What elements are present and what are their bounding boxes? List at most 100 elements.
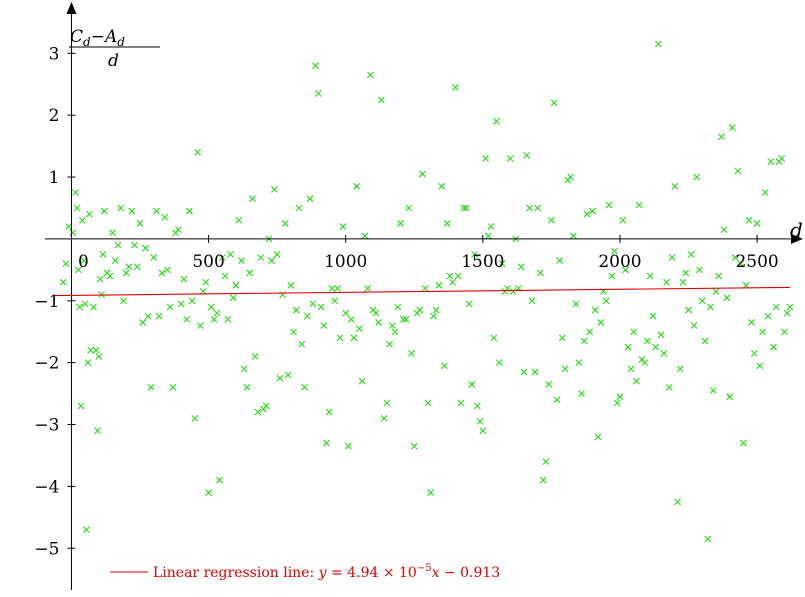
data-point: [83, 526, 90, 534]
data-point: [506, 155, 514, 162]
data-point: [328, 285, 336, 292]
data-point: [767, 158, 775, 165]
data-point: [419, 170, 426, 178]
data-point: [213, 309, 221, 317]
data-point: [720, 226, 728, 234]
data-point: [87, 346, 95, 354]
data-point: [320, 322, 328, 329]
data-point: [109, 229, 116, 237]
x-axis-label: d: [790, 218, 803, 242]
data-point: [397, 220, 404, 227]
data-point: [753, 220, 761, 227]
y-axis-label: Cd−Ad d: [69, 27, 160, 71]
data-point: [164, 266, 171, 274]
data-point: [479, 427, 487, 435]
legend-tail: − 0.913: [439, 565, 500, 581]
data-point: [715, 272, 723, 280]
data-point: [408, 349, 415, 357]
data-point: [580, 337, 588, 345]
data-point: [652, 343, 660, 351]
data-point: [569, 232, 577, 240]
data-point: [460, 204, 468, 212]
data-point: [114, 241, 122, 249]
data-point: [759, 328, 766, 336]
data-point: [295, 204, 303, 212]
data-point: [339, 223, 347, 230]
data-point: [312, 62, 319, 70]
data-point: [676, 365, 684, 373]
data-point: [608, 272, 616, 280]
data-point: [556, 257, 564, 264]
data-point: [575, 359, 583, 367]
data-point: [388, 322, 396, 329]
data-point: [183, 315, 191, 323]
data-point: [405, 204, 413, 212]
data-point: [421, 285, 429, 292]
data-point: [399, 315, 407, 323]
data-point: [605, 201, 613, 209]
data-point: [550, 99, 558, 107]
legend-x: x: [432, 565, 440, 581]
data-point: [80, 257, 88, 264]
data-point: [671, 182, 679, 190]
data-point: [482, 155, 489, 162]
legend-eq: = 4.94 × 10: [327, 565, 417, 581]
data-point: [383, 399, 391, 407]
x-tick-label: 2500: [735, 252, 778, 272]
y-tick-label: −2: [34, 354, 59, 374]
data-point: [175, 226, 182, 234]
data-point: [523, 152, 531, 159]
data-point: [723, 294, 731, 302]
data-point: [462, 204, 470, 212]
data-point: [473, 402, 481, 410]
data-point: [77, 402, 85, 410]
data-point: [707, 303, 714, 311]
data-point: [726, 393, 734, 401]
data-point: [180, 275, 188, 283]
data-point: [202, 278, 210, 286]
data-point: [76, 303, 84, 311]
y-label-denominator: d: [108, 51, 119, 71]
data-point: [756, 362, 764, 370]
data-point: [435, 281, 443, 289]
data-point: [449, 278, 457, 286]
data-point: [682, 269, 690, 277]
data-point: [240, 365, 248, 373]
data-point: [158, 269, 166, 277]
data-point: [205, 489, 212, 496]
data-point: [232, 281, 240, 289]
data-point: [591, 306, 599, 314]
data-point: [649, 312, 657, 320]
legend-prefix: Linear regression line:: [153, 565, 319, 581]
data-point: [696, 266, 703, 274]
data-point: [136, 220, 144, 227]
data-point: [586, 328, 594, 336]
data-point: [133, 263, 141, 271]
data-point: [627, 365, 635, 373]
axes: [45, 2, 803, 590]
data-point: [73, 204, 81, 212]
data-point: [120, 297, 127, 305]
data-point: [665, 384, 673, 391]
data-point: [100, 207, 108, 215]
data-point: [345, 442, 352, 450]
data-point: [528, 297, 536, 305]
data-point: [92, 346, 100, 354]
data-point: [94, 427, 101, 435]
data-point: [90, 303, 97, 311]
data-point: [654, 40, 662, 48]
data-point: [693, 173, 701, 181]
data-point: [235, 216, 243, 224]
data-point: [303, 312, 311, 320]
data-point: [229, 294, 237, 302]
data-point: [95, 353, 103, 360]
legend-exp: −5: [417, 563, 432, 574]
legend-y: y: [318, 565, 328, 581]
data-point: [641, 359, 649, 367]
data-point: [734, 167, 742, 175]
data-point: [668, 254, 676, 261]
data-point: [353, 182, 361, 190]
data-point: [79, 216, 86, 224]
data-point: [281, 220, 289, 227]
